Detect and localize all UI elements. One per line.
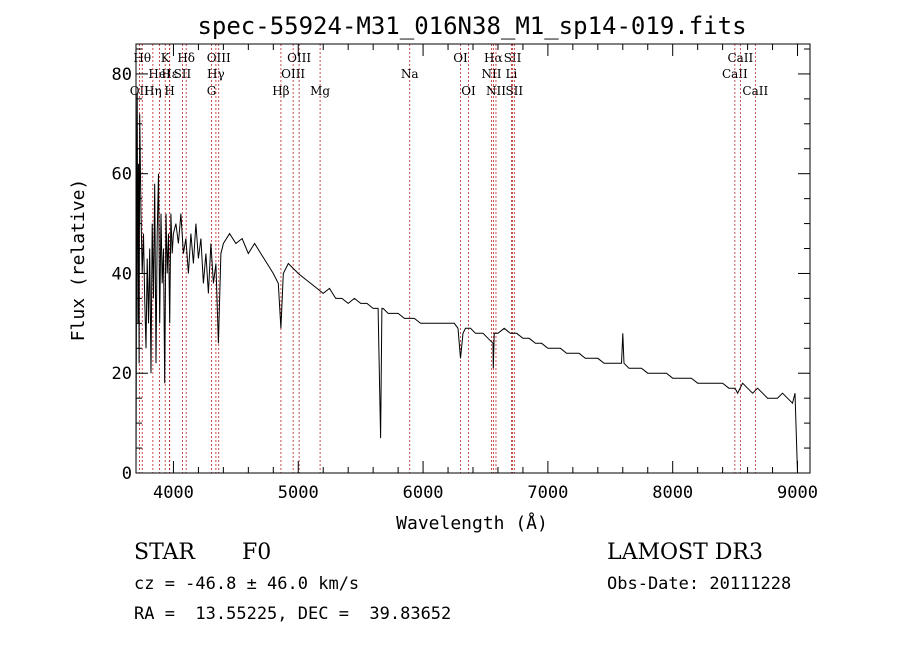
spectral-subclass: F0 bbox=[242, 540, 272, 565]
line-label: HeI bbox=[148, 67, 171, 81]
line-label: K bbox=[161, 51, 171, 65]
redshift-velocity: cz = -46.8 ± 46.0 km/s bbox=[134, 574, 360, 594]
x-tick-label: 7000 bbox=[527, 483, 568, 503]
survey-name: LAMOST DR3 bbox=[607, 540, 763, 565]
plot-frame bbox=[135, 43, 811, 474]
line-label: SII bbox=[504, 51, 522, 65]
x-tick-label: 8000 bbox=[652, 483, 693, 503]
line-label: Hθ bbox=[133, 51, 151, 65]
line-label: OIII bbox=[281, 67, 305, 81]
line-label: SII bbox=[174, 67, 192, 81]
axes: 4000 5000 6000 7000 8000 9000 0 20 40 60 80 bbox=[112, 44, 818, 503]
line-label: Na bbox=[401, 67, 419, 81]
line-label: Hα bbox=[484, 51, 503, 65]
line-label: OI bbox=[461, 84, 476, 98]
y-tick-label: 40 bbox=[112, 264, 132, 284]
line-label: NII bbox=[486, 84, 506, 98]
x-tick-label: 9000 bbox=[777, 483, 818, 503]
line-label: OII bbox=[130, 84, 150, 98]
y-tick-label: 20 bbox=[112, 364, 132, 384]
line-label: OIII bbox=[287, 51, 311, 65]
line-label: H bbox=[164, 84, 174, 98]
y-axis-label: Flux (relative) bbox=[68, 179, 89, 342]
line-label: CaII bbox=[722, 67, 748, 81]
observation-date: Obs-Date: 20111228 bbox=[607, 574, 792, 594]
line-label: CaII bbox=[727, 51, 753, 65]
line-label: NII bbox=[481, 67, 501, 81]
line-label: Li bbox=[506, 67, 518, 81]
spectrum-line bbox=[135, 93, 798, 474]
x-tick-label: 5000 bbox=[278, 483, 319, 503]
x-tick-label: 6000 bbox=[403, 483, 444, 503]
y-tick-label: 0 bbox=[122, 464, 132, 484]
x-axis-label: Wavelength (Å) bbox=[396, 512, 548, 534]
y-tick-label: 80 bbox=[112, 65, 132, 85]
x-tick-label: 4000 bbox=[153, 483, 194, 503]
line-label: CaII bbox=[742, 84, 768, 98]
line-label: Hγ bbox=[207, 67, 225, 81]
line-label: Hδ bbox=[177, 51, 195, 65]
line-label: OI bbox=[453, 51, 468, 65]
line-label: Hη bbox=[144, 84, 162, 98]
chart-title: spec-55924-M31_016N38_M1_sp14-019.fits bbox=[197, 12, 746, 40]
line-label: SII bbox=[505, 84, 523, 98]
line-label: Mg bbox=[310, 84, 330, 98]
line-label: OIII bbox=[207, 51, 231, 65]
y-tick-label: 60 bbox=[112, 165, 132, 185]
line-label: Hβ bbox=[272, 84, 289, 98]
line-label: G bbox=[207, 84, 217, 98]
object-type: STAR bbox=[134, 540, 195, 565]
coordinates: RA = 13.55225, DEC = 39.83652 bbox=[134, 604, 452, 624]
